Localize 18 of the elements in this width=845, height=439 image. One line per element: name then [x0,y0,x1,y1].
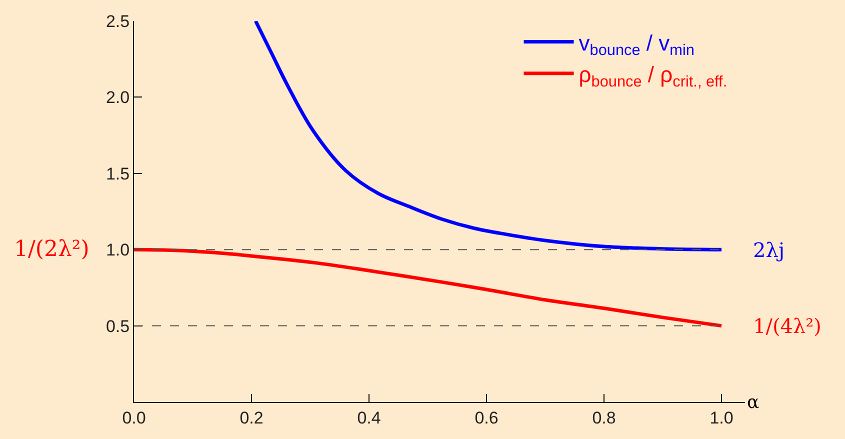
x-tick-label: 0.4 [357,408,381,428]
x-tick-label: 1.0 [710,408,734,428]
x-axis-title: α [747,392,760,413]
legend-label: ρ$_{bounce}$ / ρ$_{crit., eff.}$ [578,62,728,91]
y-tick-label: 2.5 [106,12,130,31]
x-tick-label: 0.2 [240,408,264,428]
text: 1/(2λ²) [14,237,90,262]
x-tick-label: 0.0 [122,408,146,428]
y-tick-label: 0.5 [106,316,130,336]
legend-label: v$_{bounce}$ / v$_{min}$ [578,30,694,59]
y-tick-label: 1.5 [106,164,130,184]
y-tick-label: 1.0 [106,240,130,260]
ref-line-label: 2λj [753,238,785,262]
x-tick-label: 0.8 [592,408,616,428]
x-tick-label: 0.6 [474,408,498,428]
y-tick-label: 2.0 [106,88,130,108]
line-series [134,248,724,328]
ref-line-label: 1/(4λ²) [753,314,822,338]
